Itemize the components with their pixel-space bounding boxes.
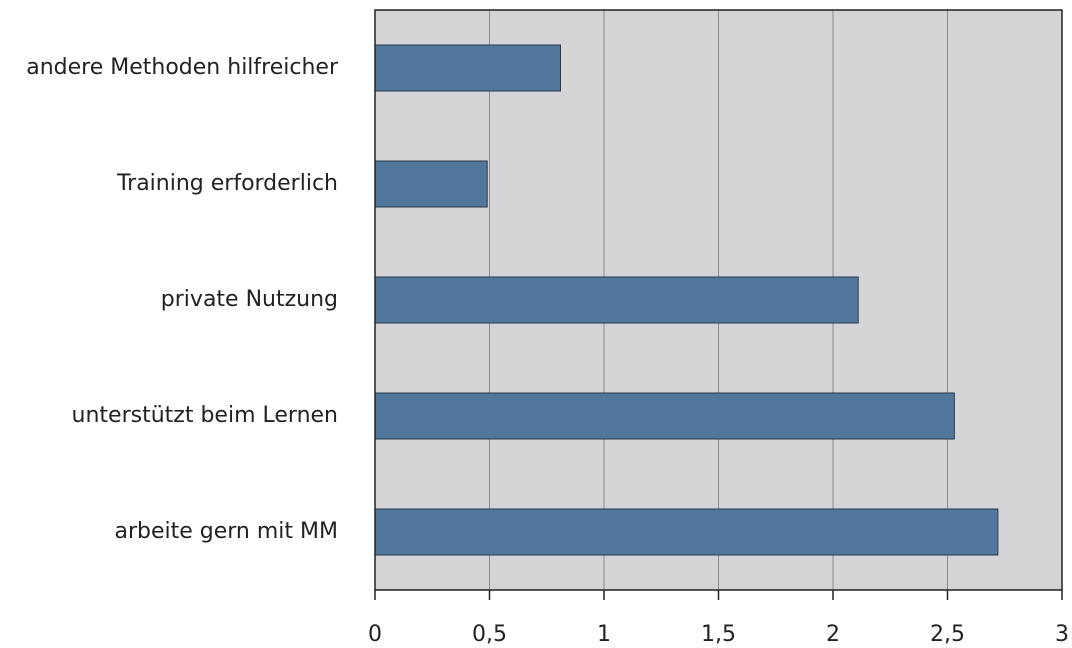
bar	[374, 392, 955, 440]
x-tick-label: 2	[826, 622, 840, 647]
x-tick-label: 3	[1055, 622, 1069, 647]
bar	[374, 508, 999, 556]
bar	[374, 276, 859, 324]
y-tick-label: arbeite gern mit MM	[114, 519, 338, 544]
y-tick-label: private Nutzung	[161, 287, 338, 312]
x-tick-label: 0	[368, 622, 382, 647]
y-tick-label: Training erforderlich	[116, 171, 338, 196]
x-tick-label: 1	[597, 622, 611, 647]
bar	[374, 44, 561, 92]
x-tick-label: 2,5	[930, 622, 965, 647]
bar	[374, 160, 488, 208]
x-tick-label: 1,5	[701, 622, 736, 647]
plot-border	[374, 9, 1063, 591]
x-tick-label: 0,5	[472, 622, 507, 647]
y-tick-label: andere Methoden hilfreicher	[26, 55, 339, 80]
y-tick-label: unterstützt beim Lernen	[72, 403, 338, 428]
